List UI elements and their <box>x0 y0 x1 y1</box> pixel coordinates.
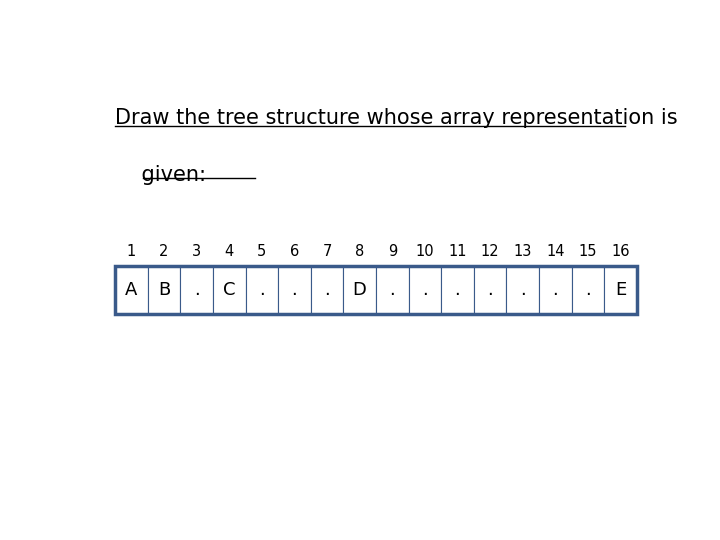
Text: 15: 15 <box>579 244 597 259</box>
Text: B: B <box>158 281 170 299</box>
Text: .: . <box>324 281 330 299</box>
Text: .: . <box>390 281 395 299</box>
Text: given:: given: <box>115 165 206 185</box>
Text: 2: 2 <box>159 244 168 259</box>
Text: 9: 9 <box>387 244 397 259</box>
Text: .: . <box>487 281 493 299</box>
Text: 13: 13 <box>513 244 532 259</box>
Bar <box>506 266 539 314</box>
Text: 4: 4 <box>225 244 234 259</box>
Bar <box>148 266 180 314</box>
Text: 8: 8 <box>355 244 364 259</box>
Bar <box>213 266 246 314</box>
Bar <box>572 266 604 314</box>
Text: 14: 14 <box>546 244 564 259</box>
Bar <box>474 266 506 314</box>
Text: 3: 3 <box>192 244 201 259</box>
Bar <box>441 266 474 314</box>
Text: .: . <box>454 281 460 299</box>
Bar <box>408 266 441 314</box>
Text: 7: 7 <box>323 244 332 259</box>
Bar <box>180 266 213 314</box>
Bar <box>115 266 637 314</box>
Text: .: . <box>292 281 297 299</box>
Text: .: . <box>585 281 591 299</box>
Text: .: . <box>552 281 558 299</box>
Bar <box>539 266 572 314</box>
Text: 6: 6 <box>290 244 299 259</box>
Text: E: E <box>615 281 626 299</box>
Text: .: . <box>259 281 265 299</box>
Text: .: . <box>194 281 199 299</box>
Text: 12: 12 <box>481 244 500 259</box>
Text: 1: 1 <box>127 244 136 259</box>
Bar <box>278 266 311 314</box>
Bar <box>246 266 278 314</box>
Bar <box>311 266 343 314</box>
Bar <box>376 266 408 314</box>
Text: .: . <box>520 281 526 299</box>
Text: Draw the tree structure whose array representation is: Draw the tree structure whose array repr… <box>115 109 678 129</box>
Text: C: C <box>223 281 235 299</box>
Text: 10: 10 <box>415 244 434 259</box>
Text: A: A <box>125 281 138 299</box>
Text: .: . <box>422 281 428 299</box>
Text: 16: 16 <box>611 244 630 259</box>
Text: 11: 11 <box>449 244 467 259</box>
Text: 5: 5 <box>257 244 266 259</box>
Text: D: D <box>353 281 366 299</box>
Bar <box>604 266 637 314</box>
Bar <box>343 266 376 314</box>
Bar <box>115 266 148 314</box>
